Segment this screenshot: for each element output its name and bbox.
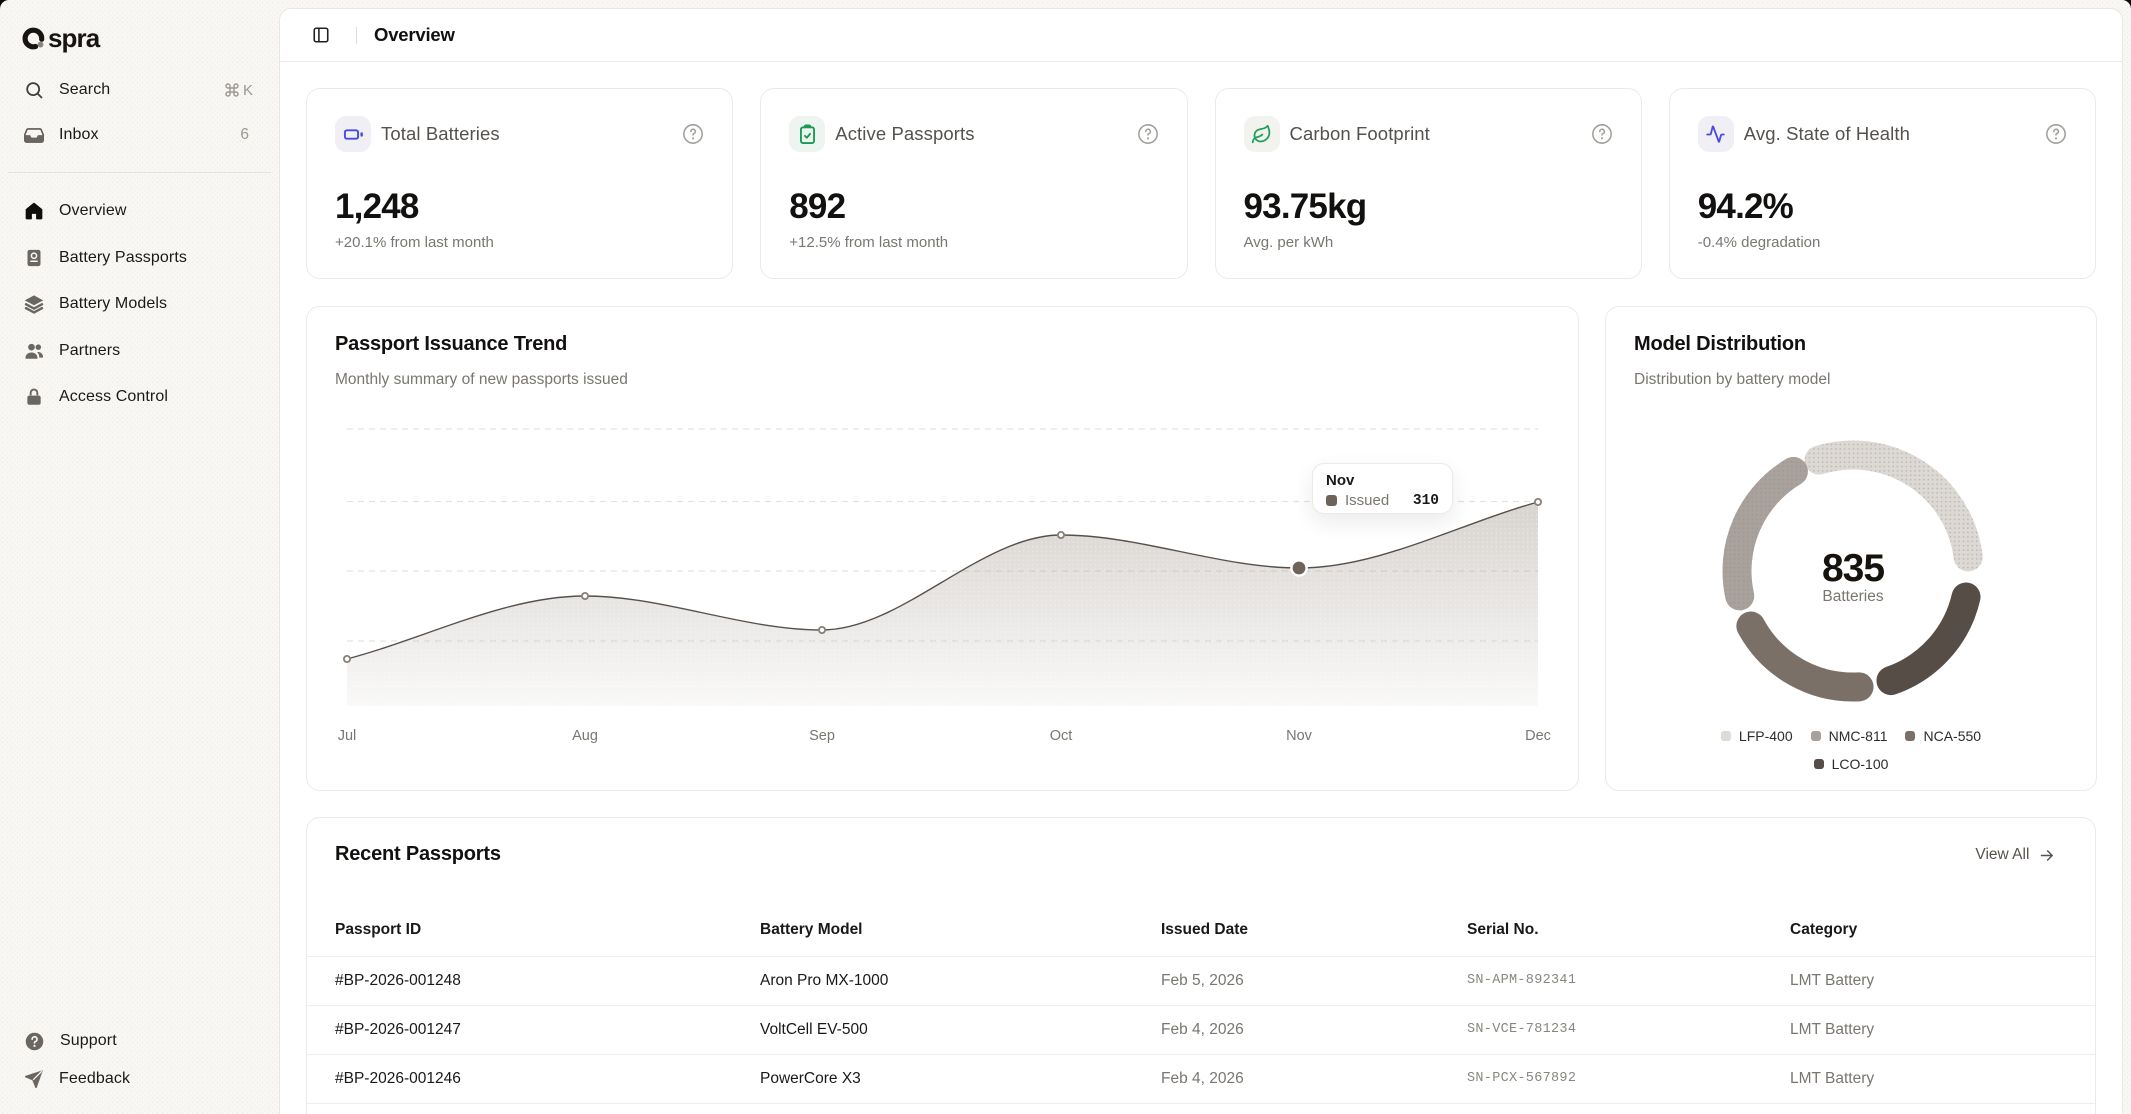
svg-text:Nov: Nov [1286,728,1313,744]
svg-text:Sep: Sep [809,728,835,744]
svg-text:Batteries: Batteries [1822,588,1883,605]
svg-text:Jul: Jul [338,728,357,744]
svg-text:Aug: Aug [572,728,598,744]
svg-text:Oct: Oct [1050,728,1073,744]
svg-text:835: 835 [1822,547,1884,590]
svg-text:Dec: Dec [1525,728,1551,744]
